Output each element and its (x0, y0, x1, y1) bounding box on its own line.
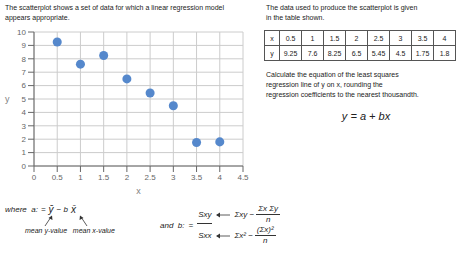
html-text:Σx² −: Σx² − (234, 230, 253, 240)
html-text:The scatterplot shows a set of: The scatterplot shows a set of data for … (5, 4, 225, 11)
html-text:Σx Σy: Σx Σy (258, 204, 278, 213)
svg-text:0: 0 (22, 162, 27, 171)
html-text:y = a + bx: y = a + bx (341, 110, 391, 122)
html-text:1.75: 1.75 (415, 49, 430, 57)
svg-text:2: 2 (125, 173, 130, 182)
svg-text:3: 3 (22, 122, 27, 131)
html-text:9.25: 9.25 (283, 49, 298, 57)
html-text:8.25: 8.25 (327, 49, 342, 57)
html-text:2: 2 (354, 34, 359, 42)
svg-text:4: 4 (218, 173, 223, 182)
svg-text:4: 4 (22, 108, 27, 117)
svg-text:1: 1 (22, 148, 27, 157)
svg-text:3.5: 3.5 (191, 173, 203, 182)
html-text:where a: = ȳ − b x̄: where a: = ȳ − b x̄ (5, 204, 76, 215)
html-text:(Σx)²: (Σx)² (256, 225, 274, 234)
html-text:appears appropriate.: appears appropriate. (5, 14, 70, 21)
html-text:3: 3 (398, 34, 403, 42)
svg-text:7: 7 (22, 68, 27, 77)
svg-text:4.5: 4.5 (237, 173, 249, 182)
html-text:5.45: 5.45 (371, 49, 386, 57)
html-text:Sxy: Sxy (198, 209, 212, 219)
svg-text:10: 10 (17, 28, 26, 37)
svg-text:3: 3 (171, 173, 176, 182)
svg-text:1: 1 (78, 173, 83, 182)
html-text:y: y (270, 49, 274, 57)
svg-text:5: 5 (22, 95, 27, 104)
html-text:2.5: 2.5 (373, 34, 384, 42)
html-text:in the table shown.: in the table shown. (266, 14, 325, 21)
html-text:4.5: 4.5 (395, 49, 406, 57)
html-text:mean y-value mean x-value: mean y-value mean x-value (25, 227, 115, 234)
html-text:1.8: 1.8 (439, 49, 450, 57)
svg-text:1.5: 1.5 (98, 173, 110, 182)
svg-text:0: 0 (32, 173, 37, 182)
html-text:regression line of y on x, rou: regression line of y on x, rounding the (266, 81, 383, 88)
svg-text:x: x (136, 186, 141, 194)
svg-text:2.5: 2.5 (145, 173, 157, 182)
html-text:1: 1 (310, 34, 315, 42)
html-text:7.6: 7.6 (307, 49, 318, 57)
svg-text:y: y (8, 94, 10, 104)
html-text:Sxx: Sxx (198, 231, 212, 240)
html-text:6.5: 6.5 (351, 49, 362, 57)
html-text:1.5: 1.5 (329, 34, 340, 42)
html-text:n: n (263, 236, 268, 245)
svg-text:2: 2 (22, 135, 27, 144)
html-text:4: 4 (442, 34, 447, 42)
html-text:Calculate the equation of the: Calculate the equation of the least squa… (266, 71, 399, 78)
html-text:Σxy −: Σxy − (234, 209, 255, 219)
html-text:x: x (270, 34, 274, 42)
html-text:0.5: 0.5 (285, 34, 296, 42)
html-text:n: n (265, 215, 271, 224)
html-text:3.5: 3.5 (417, 34, 428, 42)
html-text:The data used to produce the s: The data used to produce the scatterplot… (266, 4, 418, 11)
html-text:regression coefficients to the: regression coefficients to the nearest t… (266, 91, 419, 98)
html-text:and b: =: and b: = (160, 220, 194, 230)
svg-text:0.5: 0.5 (52, 173, 64, 182)
svg-text:8: 8 (22, 55, 27, 64)
svg-text:6: 6 (22, 81, 27, 90)
svg-text:9: 9 (22, 41, 27, 50)
